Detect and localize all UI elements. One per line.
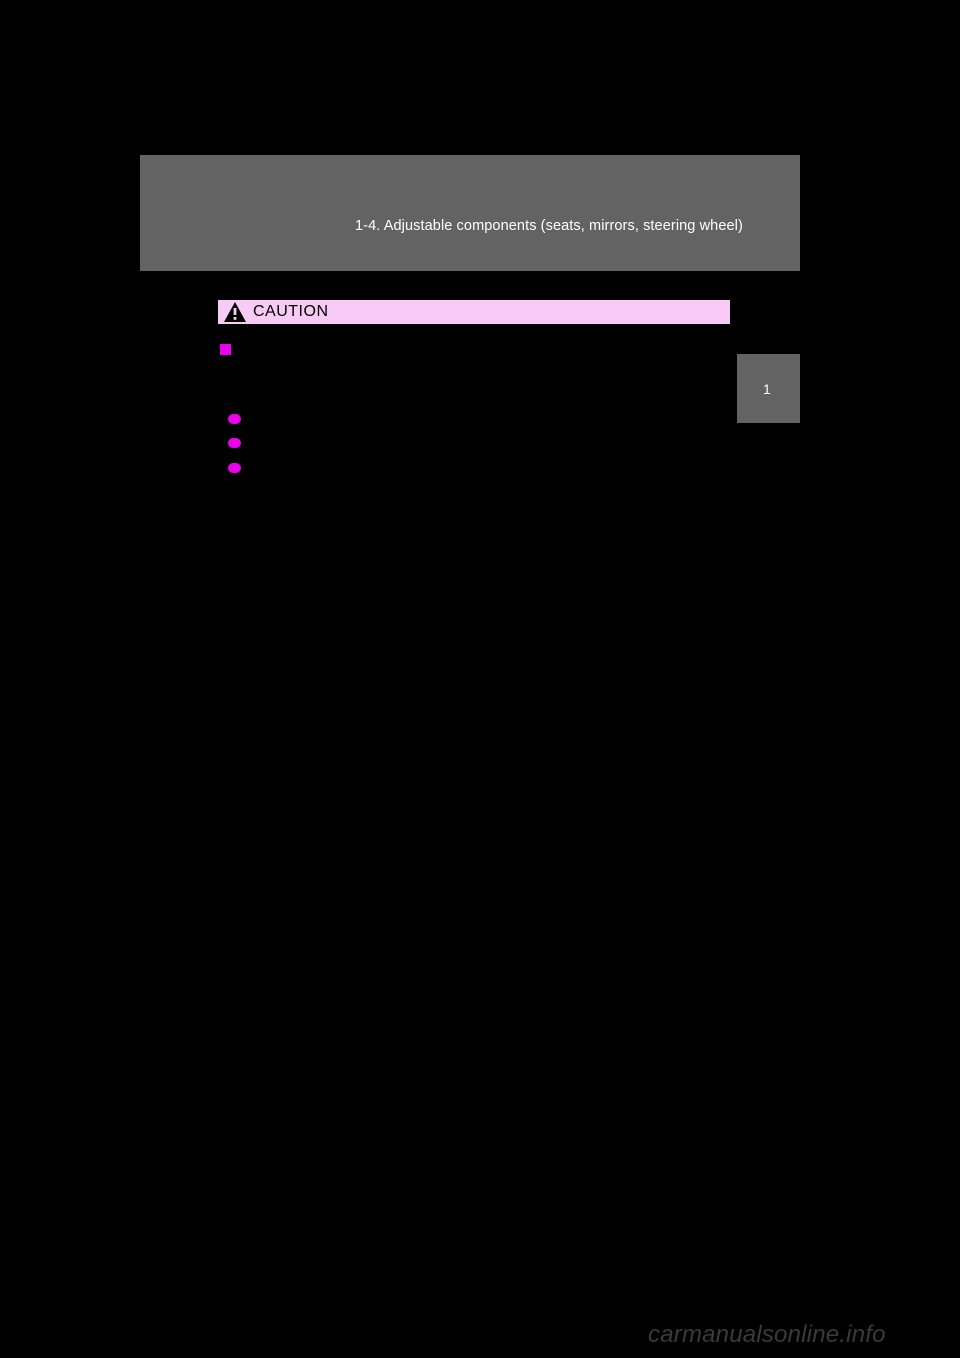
round-bullet [228,463,241,473]
section-title: 1-4. Adjustable components (seats, mirro… [355,218,743,234]
warning-icon [224,302,246,322]
header-band [140,155,800,271]
square-bullet [220,344,231,355]
section-tab-number: 1 [763,381,771,397]
caution-label: CAUTION [253,303,329,321]
round-bullet [228,414,241,424]
round-bullet [228,438,241,448]
watermark: carmanualsonline.info [648,1321,886,1349]
